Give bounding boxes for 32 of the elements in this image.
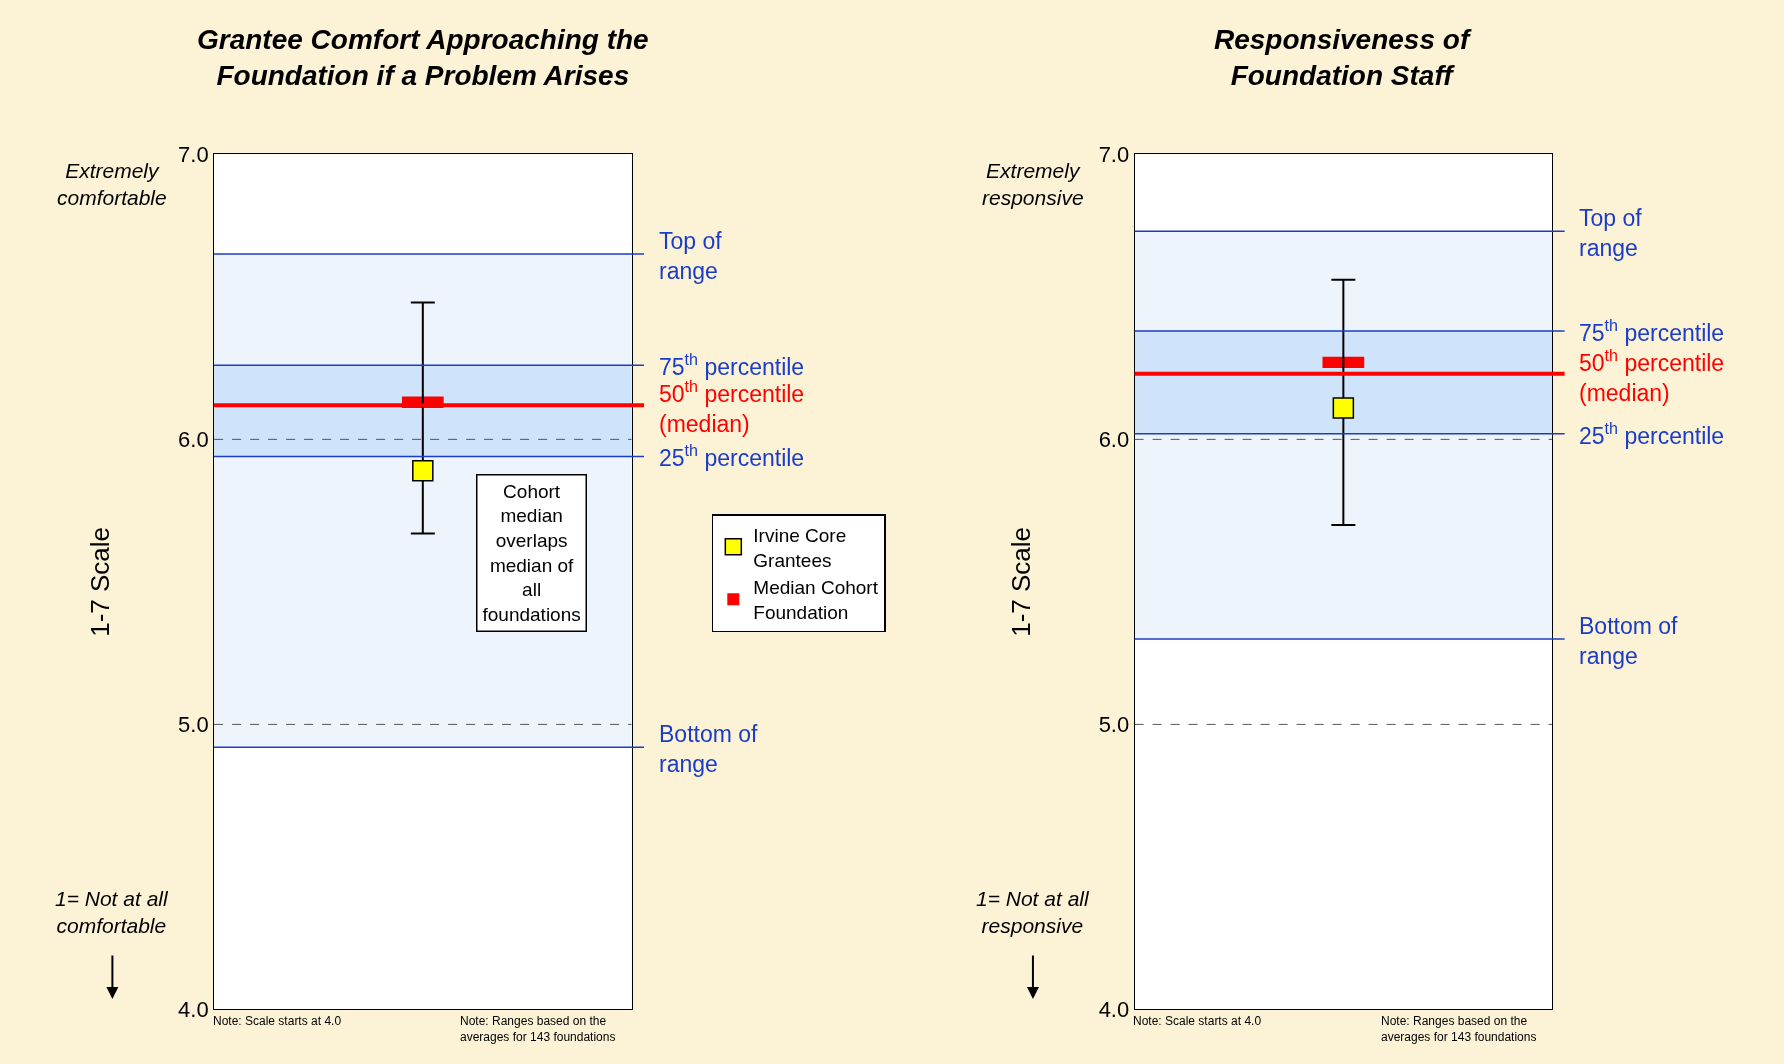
y-tick-label: 5.0: [178, 712, 209, 738]
legend-label: Irvine Core Grantees: [753, 524, 847, 571]
y-tick-label: 6.0: [178, 427, 209, 453]
ref-line-label: 50$^{th}$ percentile (median): [1579, 346, 1725, 406]
text: Note: Ranges based on the averages for 143 foundations: [460, 1014, 616, 1044]
y-tick-label: 4.0: [1098, 997, 1130, 1023]
y-tick-label: 7.0: [1098, 142, 1130, 168]
ref-line-label: Top of range: [1579, 205, 1643, 261]
text: Extremely responsive: [982, 159, 1084, 210]
chart-title: Responsiveness of Foundation Staff: [1214, 24, 1472, 92]
text: 1= Not at all responsive: [976, 887, 1090, 938]
text: Note: Scale starts at 4.0: [1133, 1014, 1262, 1028]
text: Note: Ranges based on the averages for 143 foundations: [1381, 1014, 1537, 1044]
ref-line-label: 25$^{th}$ percentile: [1579, 419, 1725, 449]
text: Extremely comfortable: [57, 159, 167, 210]
text: Note: Scale starts at 4.0: [213, 1014, 342, 1028]
ref-line-label: Top of range: [659, 228, 723, 284]
chart-title: Grantee Comfort Approaching the Foundation if a Problem Arises: [197, 24, 649, 92]
y-axis-title: 1-7 Scale: [1006, 526, 1037, 637]
ref-line-label: 25$^{th}$ percentile: [659, 441, 805, 471]
ref-line-label: Bottom of range: [1579, 613, 1679, 669]
text: 1= Not at all comfortable: [55, 887, 169, 938]
ref-line-label: Bottom of range: [659, 721, 759, 777]
y-tick-label: 4.0: [178, 997, 209, 1023]
annotation: Cohort median overlaps median of all foundations: [482, 480, 581, 625]
y-tick-label: 5.0: [1098, 712, 1130, 738]
y-axis-title: 1-7 Scale: [85, 526, 116, 637]
legend-label: Median Cohort Foundation: [753, 577, 879, 623]
y-tick-label: 7.0: [178, 142, 209, 168]
ref-line-label: 75$^{th}$ percentile: [1579, 316, 1725, 346]
y-tick-label: 6.0: [1098, 427, 1130, 453]
ref-line-label: 75$^{th}$ percentile: [659, 350, 805, 380]
